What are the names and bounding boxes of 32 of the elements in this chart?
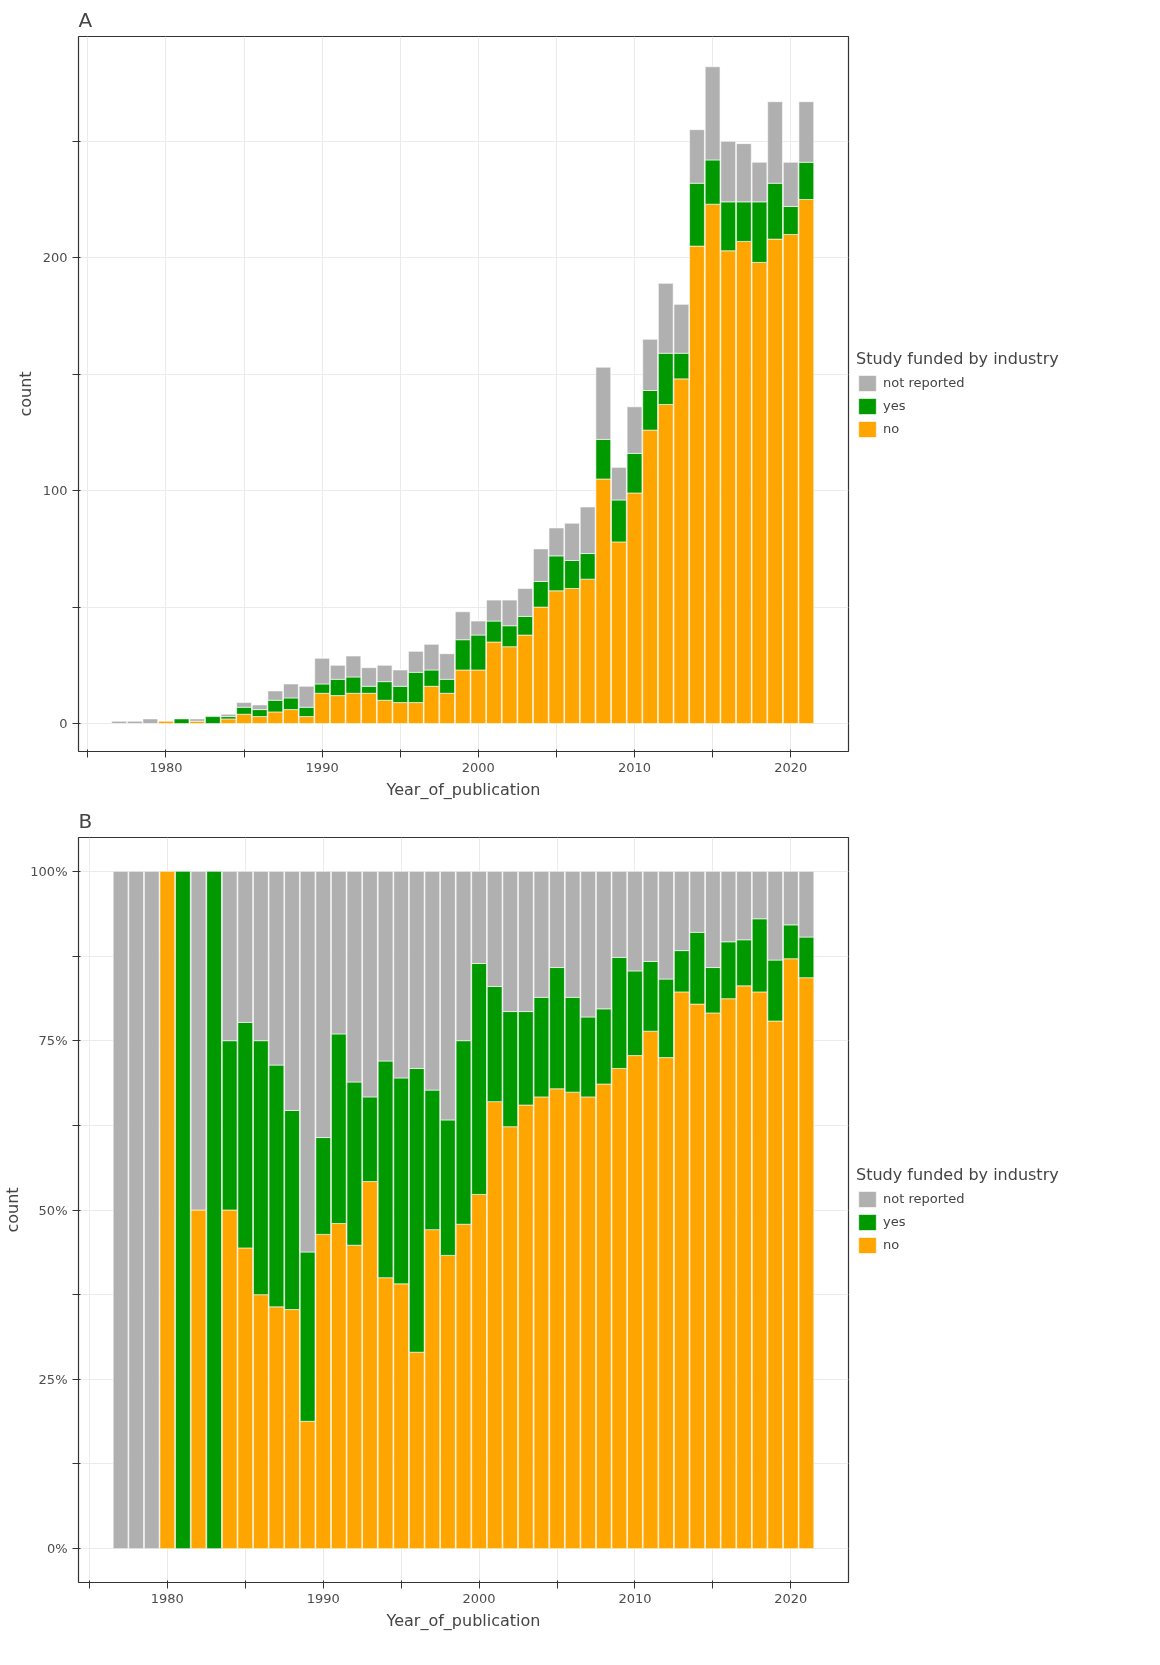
- y-tick-label: 75%: [38, 1033, 68, 1049]
- x-tick-label: 1990: [305, 759, 339, 775]
- y-tick-label: 0%: [46, 1541, 68, 1557]
- y-axis-title: count: [15, 371, 35, 417]
- legend-label: not reported: [883, 1191, 966, 1206]
- x-tick-label: 1980: [149, 759, 183, 775]
- y-tick-label: 100: [42, 483, 68, 499]
- x-tick-label: 2010: [618, 1590, 652, 1606]
- legend-title: Study funded by industry: [856, 1164, 1060, 1184]
- y-tick-label: 200: [42, 250, 68, 266]
- y-axis-title: count: [3, 1187, 23, 1233]
- x-tick-label: 2020: [774, 759, 808, 775]
- x-tick-label: 1990: [306, 1590, 340, 1606]
- x-tick-label: 2000: [461, 759, 495, 775]
- legend-title: Study funded by industry: [856, 348, 1060, 368]
- chart-title: B: [78, 808, 93, 833]
- y-tick-label: 50%: [38, 1202, 68, 1218]
- y-tick-label: 100%: [30, 863, 68, 879]
- x-axis-title: Year_of_publication: [385, 779, 541, 800]
- x-tick-label: 2000: [462, 1590, 496, 1606]
- legend-label: not reported: [883, 375, 966, 390]
- x-tick-label: 2010: [617, 759, 652, 775]
- y-tick-label: 25%: [38, 1371, 68, 1387]
- legend-label: yes: [883, 398, 907, 413]
- x-axis-title: Year_of_publication: [385, 1610, 541, 1631]
- legend-label: no: [883, 421, 901, 436]
- chart-title: A: [78, 7, 93, 32]
- legend-label: yes: [883, 1214, 907, 1229]
- x-tick-label: 1980: [150, 1590, 184, 1606]
- legend-label: no: [883, 1237, 901, 1252]
- y-tick-label: 0: [59, 716, 68, 732]
- x-tick-label: 2020: [774, 1590, 808, 1606]
